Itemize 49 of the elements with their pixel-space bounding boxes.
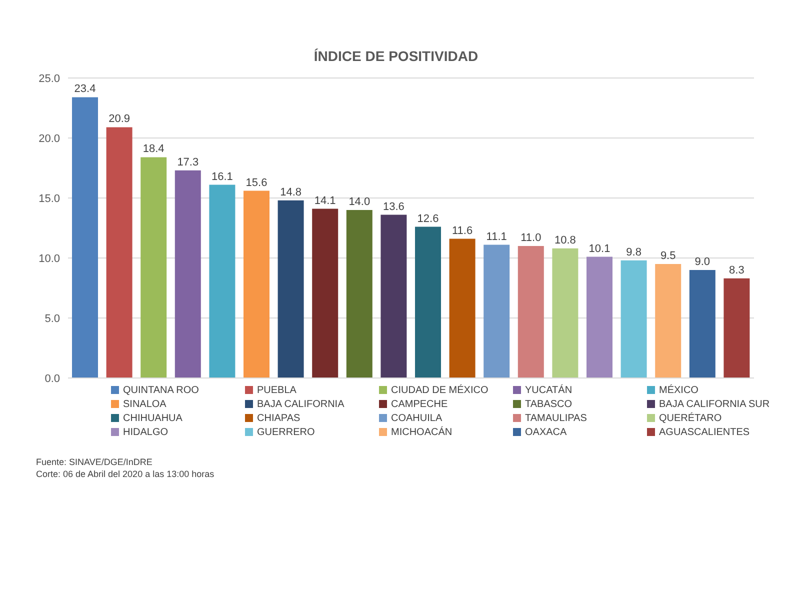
- text: 14.0: [348, 196, 370, 208]
- text: 10.8: [554, 234, 576, 246]
- y-tick-label: 25.0: [38, 72, 60, 85]
- text: Corte: 06 de Abril del 2020 a las 13:00 horas: [36, 468, 216, 480]
- text: 23.4: [74, 83, 96, 96]
- text: 18.4: [142, 143, 164, 156]
- y-tick-label: 5.0: [44, 312, 60, 325]
- legend-label: MICHOACÁN: [391, 426, 454, 440]
- chart-title: ÍNDICE DE POSITIVIDAD: [312, 48, 480, 64]
- legend-label: CHIHUAHUA: [123, 412, 184, 426]
- legend-label: CAMPECHE: [391, 398, 449, 412]
- legend-label: YUCATÁN: [525, 384, 574, 398]
- y-tick-label: 0.0: [44, 372, 60, 385]
- text: 10.1: [588, 242, 610, 255]
- y-tick-label: 20.0: [38, 132, 60, 145]
- text: 14.8: [280, 186, 302, 198]
- text: 17.3: [177, 156, 199, 168]
- text: 11.1: [486, 230, 507, 243]
- text: 9.5: [660, 250, 676, 262]
- legend-label: BAJA CALIFORNIA: [257, 398, 346, 412]
- text: 14.1: [314, 194, 336, 207]
- legend-label: OAXACA: [525, 426, 568, 440]
- legend-label: COAHUILA: [391, 412, 444, 426]
- legend-label: QUINTANA ROO: [123, 384, 200, 398]
- legend-label: CIUDAD DE MÉXICO: [391, 384, 490, 398]
- text: 8.3: [729, 264, 744, 276]
- text: 13.6: [382, 200, 404, 213]
- text: 9.0: [694, 256, 710, 268]
- legend-label: GUERRERO: [257, 426, 316, 440]
- legend-label: HIDALGO: [123, 426, 170, 440]
- legend-label: PUEBLA: [257, 384, 298, 398]
- text: 9.8: [626, 246, 642, 258]
- legend-label: TABASCO: [525, 398, 574, 412]
- text: 20.9: [108, 113, 130, 126]
- legend-label: BAJA CALIFORNIA SUR: [659, 398, 771, 412]
- legend-label: QUERÉTARO: [659, 412, 723, 426]
- legend-label: SINALOA: [123, 398, 168, 412]
- text: 15.6: [246, 176, 268, 189]
- y-tick-label: 15.0: [38, 192, 60, 205]
- legend-label: MÉXICO: [659, 384, 700, 398]
- text: 12.6: [417, 212, 439, 225]
- legend-label: TAMAULIPAS: [525, 412, 588, 426]
- legend-label: CHIAPAS: [257, 412, 302, 426]
- source-note: Fuente: SINAVE/DGE/InDRE: [36, 456, 154, 468]
- text: 11.0: [520, 232, 542, 244]
- y-tick-label: 10.0: [38, 252, 60, 265]
- text: 11.6: [452, 224, 473, 237]
- legend-label: AGUASCALIENTES: [659, 426, 751, 440]
- text: 16.1: [211, 170, 233, 183]
